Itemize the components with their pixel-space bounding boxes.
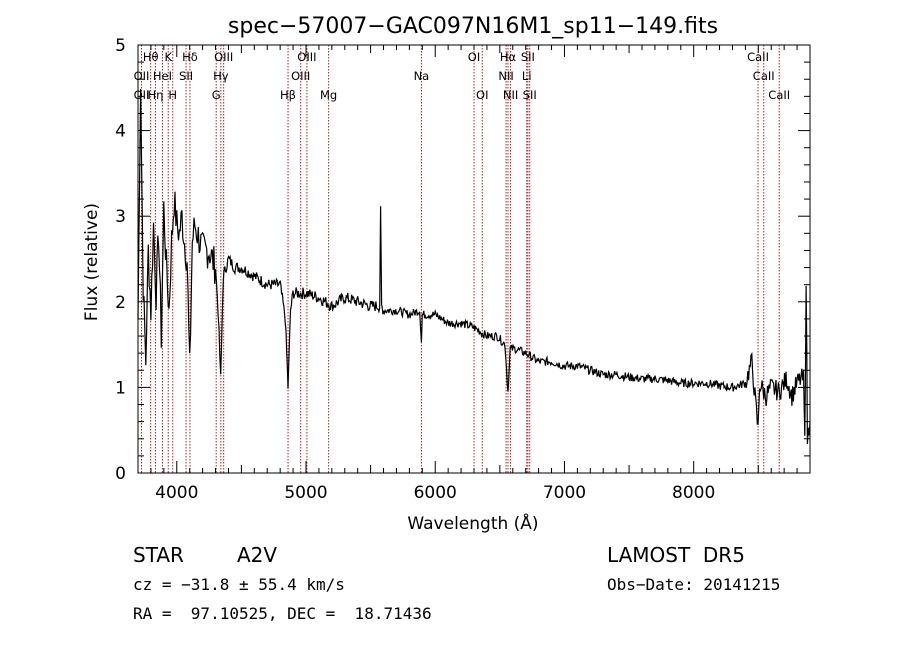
spectral-line-label: Mg xyxy=(320,88,337,102)
spectral-line-label: Li xyxy=(522,69,532,83)
x-tick-label: 7000 xyxy=(543,483,586,503)
spectral-line-label: NII xyxy=(503,88,518,102)
x-tick-label: 5000 xyxy=(284,483,327,503)
survey-name: LAMOST DR5 xyxy=(607,543,745,567)
redshift-velocity: cz = −31.8 ± 55.4 km/s xyxy=(133,575,345,594)
y-tick-label: 3 xyxy=(115,207,126,227)
spectral-line-label: HeI xyxy=(153,69,172,83)
spectral-line-label: OIII xyxy=(297,50,316,64)
object-class: STAR xyxy=(133,543,184,567)
spectral-line-label: Hδ xyxy=(182,50,198,64)
spectral-line-label: CaII xyxy=(768,88,790,102)
x-tick-label: 6000 xyxy=(414,483,457,503)
spectral-line-label: Na xyxy=(414,69,430,83)
spectral-line-label: OI xyxy=(476,88,488,102)
spectral-line-label: CaII xyxy=(747,50,769,64)
x-axis-ticks: 4000 5000 6000 7000 8000 xyxy=(137,45,811,503)
spectral-line-label: OIII xyxy=(291,69,310,83)
chart-title: spec−57007−GAC097N16M1_sp11−149.fits xyxy=(228,14,718,39)
y-axis-label: Flux (relative) xyxy=(82,203,102,321)
spectral-line-label: Hβ xyxy=(280,88,296,102)
x-tick-label: 8000 xyxy=(672,483,715,503)
observation-date: Obs−Date: 20141215 xyxy=(607,575,781,594)
spectral-line-label: Hα xyxy=(500,50,517,64)
spectral-line-label: SII xyxy=(179,69,193,83)
spectral-line-label: OII xyxy=(134,69,150,83)
spectral-subclass: A2V xyxy=(237,543,278,567)
spectral-line-label: SII xyxy=(523,88,537,102)
y-tick-label: 5 xyxy=(115,36,126,56)
y-tick-label: 2 xyxy=(115,293,126,313)
spectral-line-label: CaII xyxy=(753,69,775,83)
spectral-line-label: Hγ xyxy=(213,69,229,83)
y-axis-ticks: 0 1 2 3 4 5 xyxy=(115,36,810,484)
spectral-line-label: G xyxy=(212,88,221,102)
spectral-line-label: Hη xyxy=(147,88,163,102)
y-tick-label: 1 xyxy=(115,378,126,398)
y-tick-label: 0 xyxy=(115,464,126,484)
spectrum-line xyxy=(137,88,811,445)
spectral-line-label: H xyxy=(168,88,177,102)
spectral-line-label: NII xyxy=(498,69,513,83)
x-axis-label: Wavelength (Å) xyxy=(407,512,538,534)
spectral-line-label: OIII xyxy=(214,50,233,64)
spectral-line-markers xyxy=(140,45,780,473)
spectral-line-label: OI xyxy=(468,50,480,64)
spectral-line-label: K xyxy=(164,50,172,64)
spectral-line-label: Hθ xyxy=(143,50,159,64)
x-tick-label: 4000 xyxy=(155,483,198,503)
spectral-line-label: SII xyxy=(521,50,535,64)
y-tick-label: 4 xyxy=(115,122,126,142)
coordinates: RA = 97.10525, DEC = 18.71436 xyxy=(133,604,432,623)
